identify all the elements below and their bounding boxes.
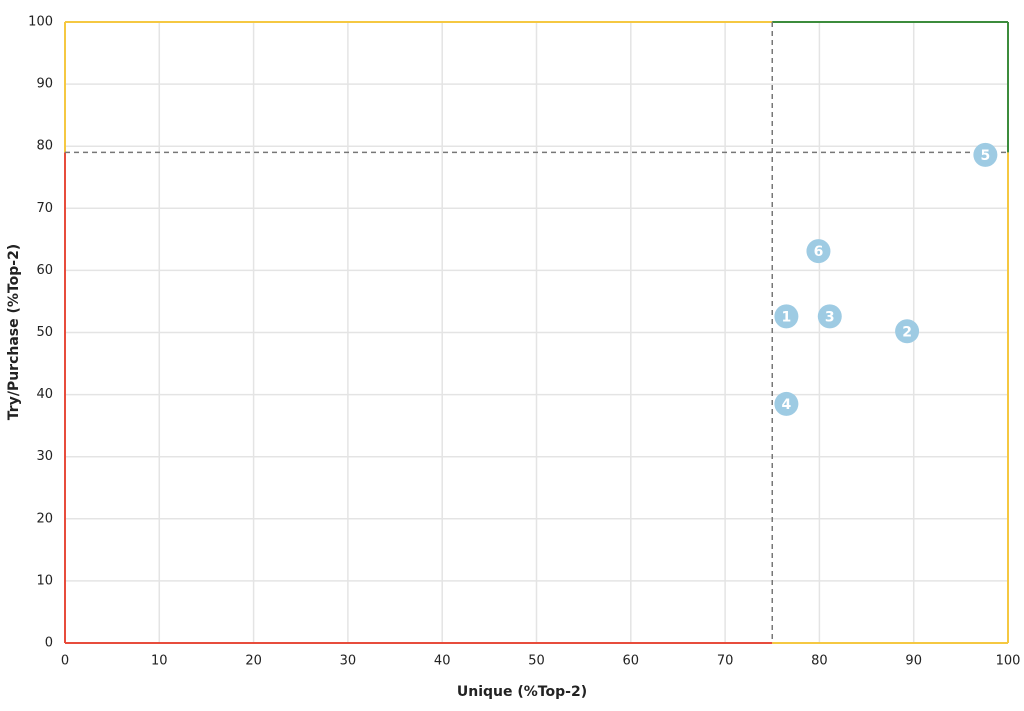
point (774, 304, 799, 329)
y-tick-label: 0 (45, 636, 53, 651)
y-tick-label: 60 (36, 263, 53, 278)
x-tick-label: 50 (528, 654, 545, 669)
point-label: 5 (980, 148, 990, 164)
x-tick-label: 0 (61, 654, 69, 669)
x-tick-label: 90 (905, 654, 922, 669)
point (817, 304, 842, 329)
x-axis-title: Unique (%Top-2) (457, 684, 587, 700)
y-tick-label: 70 (36, 201, 53, 216)
point-label: 6 (814, 244, 824, 260)
x-tick-label: 60 (623, 654, 640, 669)
x-tick-label: 70 (717, 654, 734, 669)
point (973, 142, 998, 167)
point (895, 319, 920, 344)
y-axis-title: Try/Purchase (%Top-2) (6, 244, 22, 420)
y-tick-label: 10 (36, 573, 53, 588)
point-label: 2 (902, 324, 912, 340)
y-tick-label: 30 (36, 449, 53, 464)
point-label: 1 (782, 309, 792, 325)
point-label: 3 (825, 309, 835, 325)
y-tick-label: 100 (28, 15, 53, 30)
y-tick-label: 40 (36, 387, 53, 402)
x-tick-label: 40 (434, 654, 451, 669)
x-tick-label: 100 (996, 654, 1021, 669)
x-tick-label: 30 (340, 654, 357, 669)
point-label: 4 (782, 397, 792, 413)
y-tick-label: 80 (36, 139, 53, 154)
x-tick-label: 80 (811, 654, 828, 669)
y-tick-label: 20 (36, 511, 53, 526)
x-tick-label: 10 (151, 654, 168, 669)
y-tick-label: 50 (36, 325, 53, 340)
point (774, 391, 799, 416)
point (806, 239, 831, 264)
y-tick-label: 90 (36, 77, 53, 92)
x-tick-label: 20 (245, 654, 262, 669)
